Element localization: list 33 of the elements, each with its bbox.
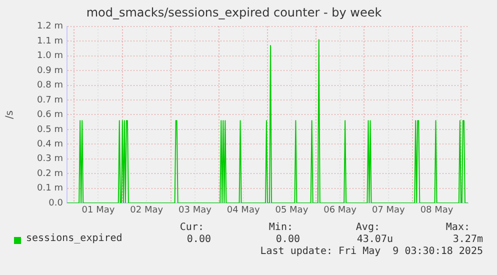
text: Avg: xyxy=(356,222,380,233)
y-tick-label: 1.2 m xyxy=(37,22,63,32)
y-tick-label: 0.1 m xyxy=(37,184,63,194)
x-tick-label: 08 May xyxy=(420,206,454,216)
text: Max: xyxy=(446,222,470,233)
y-tick-label: 0.8 m xyxy=(37,80,63,91)
text: 0.00 xyxy=(276,234,300,245)
x-tick-label: 03 May xyxy=(178,206,212,216)
y-axis-title: /s xyxy=(4,110,16,119)
x-tick-label: 02 May xyxy=(130,206,164,216)
text: 43.07u xyxy=(356,234,393,245)
x-tick-label: 01 May xyxy=(82,206,116,216)
text: 0.00 xyxy=(186,234,211,245)
chart-title: mod_smacks/sessions_expired counter - by week xyxy=(86,5,382,20)
text: 3.27m xyxy=(452,234,483,245)
y-tick-label: 0.9 m xyxy=(37,66,63,76)
x-tick-label: 07 May xyxy=(372,206,406,216)
text: Cur: xyxy=(180,222,204,233)
y-tick-label: 0.7 m xyxy=(37,95,63,106)
y-tick-label: 0.6 m xyxy=(37,110,63,120)
text: Last update: Fri May 9 03:30:18 2025 xyxy=(260,246,483,257)
y-tick-label: 0.3 m xyxy=(37,154,63,164)
y-tick-label: 0.5 m xyxy=(37,124,63,135)
y-tick-label: 0.2 m xyxy=(37,168,63,179)
y-tick-label: 1.0 m xyxy=(37,51,63,62)
y-tick-label: 0.4 m xyxy=(37,139,63,150)
x-tick-label: 04 May xyxy=(226,206,260,216)
y-tick-label: 0.0 xyxy=(48,198,64,208)
text: Min: xyxy=(268,222,293,233)
y-tick-label: 1.1 m xyxy=(37,36,63,46)
legend-label: sessions_expired xyxy=(26,233,122,244)
x-tick-label: 05 May xyxy=(275,206,309,216)
x-tick-label: 06 May xyxy=(324,206,358,216)
